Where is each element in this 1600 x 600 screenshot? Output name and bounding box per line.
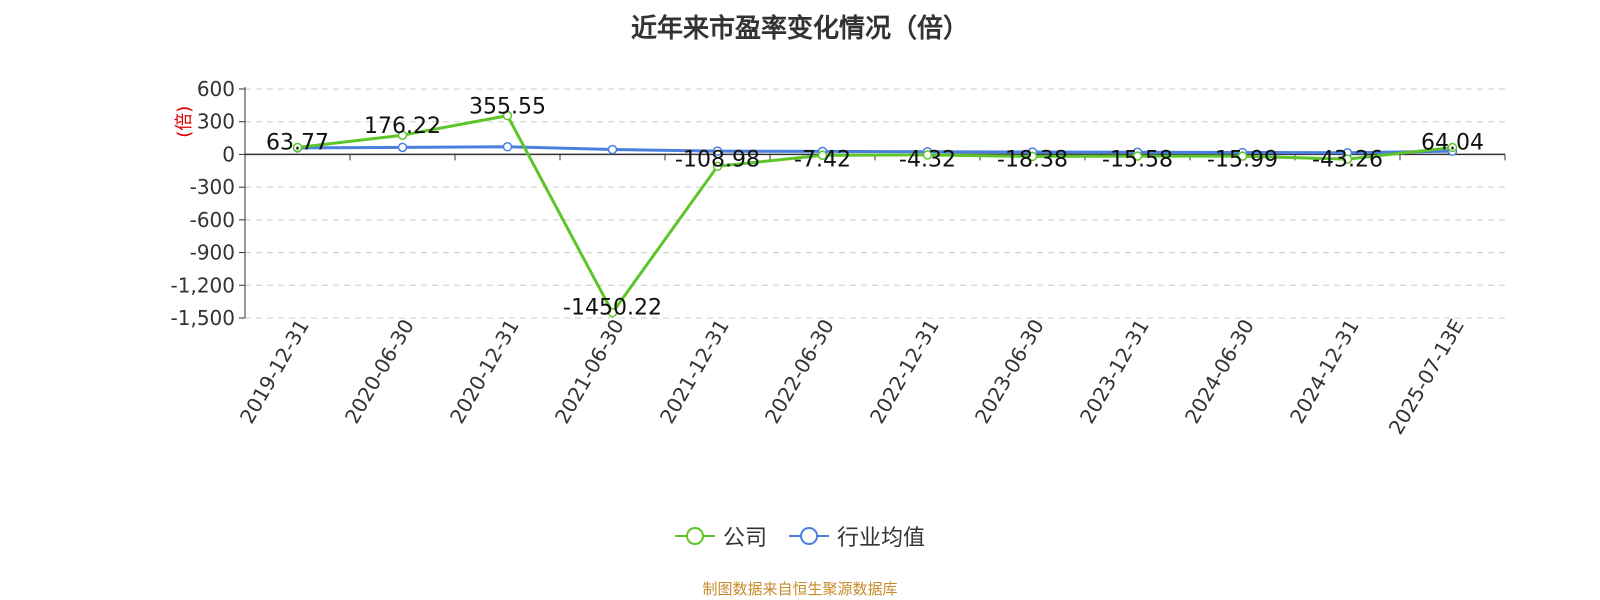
x-tick-label: 2020-12-31 — [445, 315, 524, 428]
legend-company-label: 公司 — [722, 526, 767, 551]
y-tick-label: -900 — [190, 241, 235, 265]
company-data-label: -1450.22 — [563, 296, 662, 321]
company-data-label: -4.32 — [899, 147, 956, 172]
company-data-point — [1237, 151, 1248, 161]
company-data-point — [1342, 154, 1353, 164]
company-data-label: 63.77 — [266, 130, 329, 155]
x-tick-label: 2019-12-31 — [235, 315, 314, 428]
legend-company-icon — [674, 527, 715, 545]
y-axis-label: (倍) — [174, 106, 195, 138]
company-data-label: -15.58 — [1102, 147, 1173, 172]
company-data-point — [292, 142, 303, 153]
x-tick-label: 2021-06-30 — [550, 315, 629, 428]
legend-item-company[interactable]: 公司 — [674, 520, 767, 552]
company-data-point — [502, 110, 513, 121]
x-tick-label: 2024-12-31 — [1285, 315, 1364, 428]
company-data-label: -18.38 — [997, 147, 1068, 172]
x-tick-label: 2025-07-13E — [1384, 315, 1469, 439]
x-tick-label: 2024-06-30 — [1180, 315, 1259, 428]
y-tick-label: 0 — [222, 142, 235, 166]
x-tick-label: 2023-12-31 — [1075, 315, 1154, 428]
industry-data-point — [712, 146, 723, 156]
y-tick-label: -600 — [190, 208, 235, 232]
industry-data-point — [397, 142, 408, 153]
data-source: 制图数据来自恒生聚源数据库 — [702, 580, 898, 598]
x-tick-label: 2023-06-30 — [970, 315, 1049, 428]
legend-industry-label: 行业均值 — [837, 526, 926, 551]
company-data-point — [397, 130, 408, 140]
company-data-label: -43.26 — [1312, 147, 1383, 172]
chart-title: 近年来市盈率变化情况（倍） — [630, 14, 969, 44]
company-data-point — [817, 150, 828, 160]
y-tick-label: -300 — [190, 175, 235, 199]
x-tick-label: 2022-06-30 — [760, 315, 839, 428]
company-data-label: -108.98 — [675, 147, 760, 172]
industry-data-point — [502, 142, 513, 152]
y-tick-label: 300 — [197, 110, 235, 134]
company-data-point — [1132, 151, 1143, 161]
industry-data-point — [607, 144, 618, 155]
company-data-label: 64.04 — [1421, 130, 1484, 155]
company-data-label: -7.42 — [794, 147, 851, 172]
company-data-point — [922, 150, 933, 160]
y-tick-label: -1,500 — [171, 306, 235, 330]
company-data-label: 176.22 — [364, 114, 441, 139]
company-data-point — [1027, 151, 1038, 162]
company-data-point — [1447, 142, 1458, 153]
y-tick-label: -1,200 — [171, 273, 235, 297]
legend-industry-icon — [789, 527, 829, 545]
industry-series-line — [297, 145, 1453, 155]
company-data-label: -15.99 — [1207, 147, 1278, 172]
company-data-label: 355.55 — [469, 95, 546, 120]
company-series-line — [297, 114, 1453, 315]
x-tick-label: 2021-12-31 — [655, 315, 734, 428]
y-tick-label: 600 — [197, 77, 235, 101]
legend: 公司 行业均值 — [0, 520, 1600, 552]
x-tick-label: 2020-06-30 — [340, 315, 419, 428]
company-data-point — [712, 161, 723, 172]
x-tick-label: 2022-12-31 — [865, 315, 944, 428]
legend-item-industry[interactable]: 行业均值 — [789, 520, 925, 552]
company-data-point — [607, 307, 618, 318]
